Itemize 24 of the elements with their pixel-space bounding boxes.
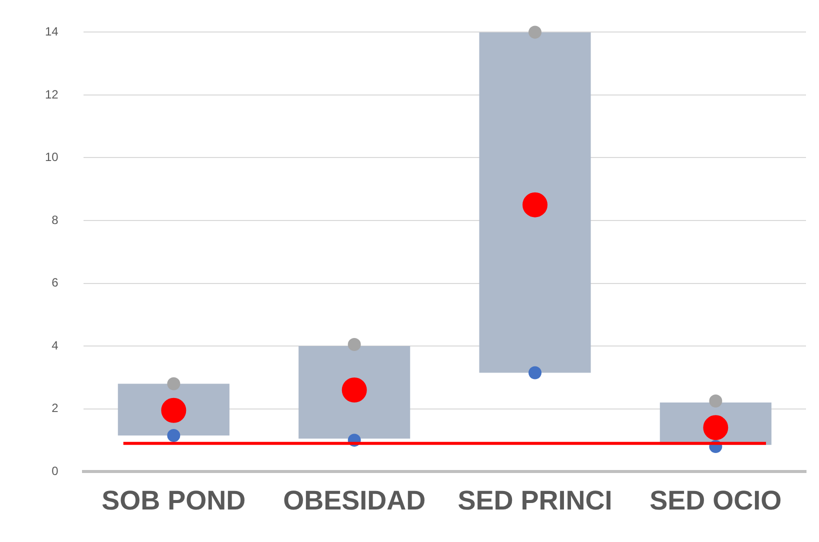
y-tick-label: 10: [44, 150, 59, 164]
y-tick-label: 2: [52, 401, 59, 416]
point: [348, 338, 361, 351]
point: [342, 377, 367, 402]
point: [703, 415, 728, 440]
point: [709, 394, 722, 408]
point: [167, 429, 180, 442]
point: [522, 192, 548, 218]
point: [167, 377, 180, 390]
x-tick-label: SED PRINCI: [458, 485, 612, 516]
point: [528, 26, 542, 39]
y-tick-label: 12: [44, 87, 59, 102]
x-tick-label: SED OCIO: [650, 485, 782, 516]
y-tick-label: 0: [52, 464, 59, 478]
x-tick-label: SOB POND: [102, 485, 246, 516]
bar: [479, 32, 591, 373]
bar: [298, 346, 410, 439]
x-tick-label: OBESIDAD: [283, 485, 426, 516]
point: [161, 398, 186, 423]
y-tick-label: 4: [52, 338, 59, 352]
point: [528, 366, 542, 380]
y-tick-label: 6: [52, 276, 59, 290]
y-tick-label: 8: [52, 212, 59, 227]
y-tick-label: 14: [44, 24, 59, 39]
